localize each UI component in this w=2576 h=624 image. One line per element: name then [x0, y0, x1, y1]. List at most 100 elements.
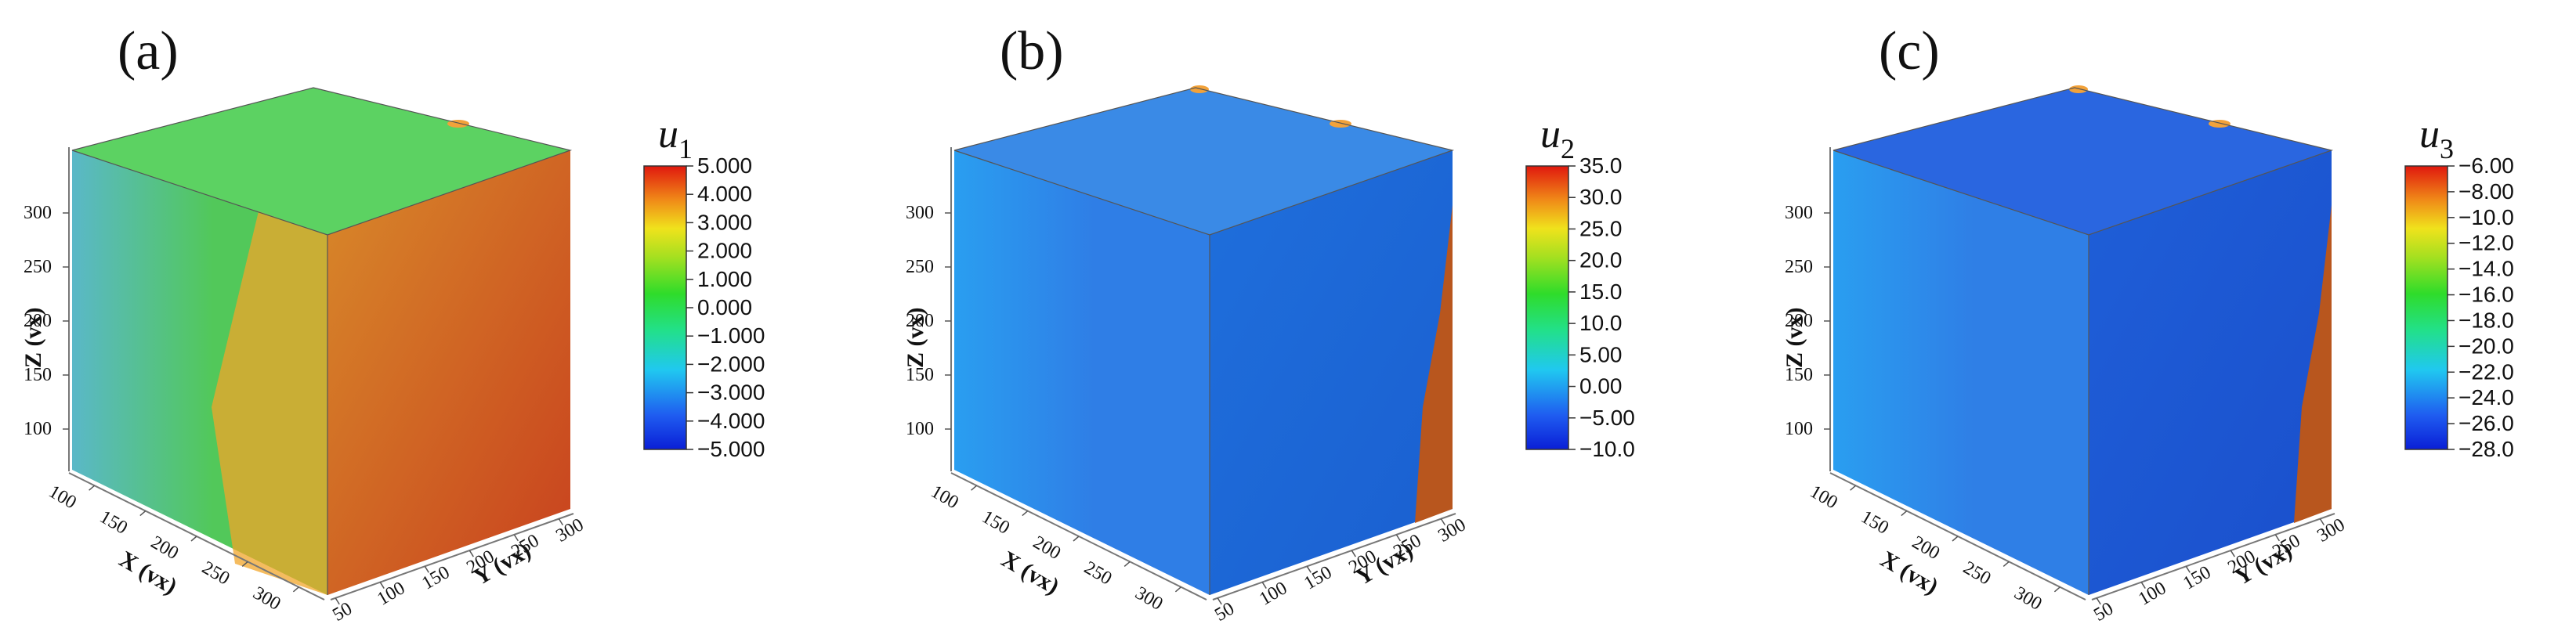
z-axis-label: Z (vx): [20, 308, 46, 369]
y-axis-label: Y (vx): [469, 537, 535, 590]
x-tick-label: 250: [1080, 557, 1115, 590]
y-tick-mark: [379, 582, 385, 589]
panel-label: (b): [1000, 21, 1064, 81]
hot-region: [2294, 205, 2332, 523]
y-tick-mark: [335, 597, 340, 605]
y-tick-mark: [1440, 518, 1446, 525]
z-axis-label: Z (vx): [903, 308, 928, 369]
colorbar-tick-label: −10.0: [2458, 205, 2514, 229]
y-tick-label: 50: [329, 598, 356, 624]
colorbar-tick-label: −2.000: [697, 352, 765, 376]
colorbar-title: u3: [2419, 112, 2454, 164]
x-tick-label: 150: [1858, 507, 1892, 539]
x-tick-label: 200: [147, 532, 182, 564]
top-edge: [71, 87, 573, 236]
y-tick-label: 50: [1211, 598, 1238, 624]
y-tick-mark: [1217, 597, 1222, 605]
colorbar-tick-label: 1.000: [697, 267, 752, 291]
x-tick-mark: [1174, 586, 1181, 593]
colorbar-tick-label: 0.00: [1579, 374, 1623, 399]
cube-front-face: [327, 150, 570, 595]
z-tick-label: 200: [906, 311, 934, 331]
colorbar: [2404, 165, 2448, 450]
y-tick-mark: [1261, 582, 1267, 589]
colorbar-tick-label: −28.0: [2458, 437, 2514, 461]
x-tick-label: 250: [198, 557, 233, 590]
z-tick-label: 300: [24, 203, 52, 223]
x-tick-label: 250: [1959, 557, 1994, 590]
x-tick-mark: [2003, 561, 2010, 567]
hot-region: [212, 211, 327, 595]
z-tick-label: 150: [906, 365, 934, 385]
x-tick-label: 300: [1131, 583, 1166, 615]
top-edge: [1833, 87, 2334, 236]
colorbar-tick-label: −18.0: [2458, 308, 2514, 332]
colorbar-tick-label: −26.0: [2458, 411, 2514, 435]
top-edge: [953, 87, 1455, 236]
colorbar-tick-label: 10.0: [1579, 311, 1623, 335]
y-tick-mark: [2319, 518, 2325, 525]
x-tick-label: 300: [249, 583, 284, 615]
z-tick-label: 200: [1785, 311, 1813, 331]
x-tick-mark: [1123, 561, 1131, 567]
x-tick-mark: [292, 586, 299, 593]
x-tick-mark: [139, 510, 147, 517]
x-tick-mark: [1850, 485, 1857, 491]
colorbar-title-subscript: 2: [1561, 133, 1575, 164]
x-tick-mark: [241, 561, 248, 567]
colorbar-tick-label: −5.000: [697, 437, 765, 461]
x-tick-label: 300: [2010, 583, 2045, 615]
colorbar-tick-label: −22.0: [2458, 359, 2514, 384]
y-tick-mark: [513, 534, 519, 542]
colorbar: [643, 165, 687, 450]
cube-edges: [953, 87, 1455, 595]
x-tick-mark: [1022, 510, 1029, 517]
z-tick-label: 100: [24, 419, 52, 439]
z-tick-label: 300: [906, 203, 934, 223]
z-tick-label: 200: [24, 311, 52, 331]
x-tick-mark: [2053, 586, 2060, 593]
colorbar-tick-label: 25.0: [1579, 216, 1623, 240]
y-axis-label: Y (vx): [2230, 537, 2296, 590]
colorbar-tick-label: −5.00: [1579, 406, 1635, 430]
cube-top-face: [72, 88, 570, 235]
y-tick-label: 50: [2090, 598, 2117, 624]
colorbar-title-variable: u: [1540, 112, 1561, 157]
y-tick-mark: [2230, 550, 2235, 557]
y-tick-mark: [1351, 550, 1356, 557]
y-axis-line: [330, 513, 574, 601]
cube-left-face: [1833, 150, 2089, 595]
z-tick-label: 100: [906, 419, 934, 439]
y-tick-mark: [1395, 534, 1401, 542]
y-tick-mark: [1306, 565, 1312, 573]
z-axis-label: Z (vx): [1782, 308, 1807, 369]
z-tick-label: 100: [1785, 419, 1813, 439]
colorbar-tick-label: −4.000: [697, 409, 765, 433]
colorbar-tick-label: −16.0: [2458, 283, 2514, 307]
y-tick-mark: [2185, 565, 2191, 573]
colorbar-tick-label: −24.0: [2458, 385, 2514, 409]
colorbar-tick-label: 30.0: [1579, 185, 1623, 209]
cube-front-face: [1210, 150, 1453, 595]
x-tick-mark: [89, 485, 96, 491]
x-tick-mark: [190, 536, 197, 542]
z-tick-label: 300: [1785, 203, 1813, 223]
colorbar-tick-label: −3.000: [697, 381, 765, 405]
colorbar-title: u1: [658, 112, 693, 164]
cube-left-face: [954, 150, 1210, 595]
colorbar-tick-label: 5.00: [1579, 342, 1623, 366]
x-tick-label: 200: [1029, 532, 1064, 564]
y-axis-line: [1212, 513, 1456, 601]
colorbar-tick-label: 15.0: [1579, 280, 1623, 304]
cube-top-face: [954, 88, 1453, 235]
colorbar-tick-label: 20.0: [1579, 248, 1623, 272]
colorbar-tick-label: 2.000: [697, 239, 752, 263]
x-tick-label: 150: [979, 507, 1013, 539]
panel-label: (a): [118, 21, 179, 81]
cube-top-face: [1833, 88, 2332, 235]
colorbar-tick-label: −6.00: [2458, 153, 2514, 178]
x-tick-label: 100: [928, 482, 962, 514]
colorbar-title: u2: [1540, 112, 1575, 164]
colorbar-tick-label: −8.00: [2458, 179, 2514, 204]
